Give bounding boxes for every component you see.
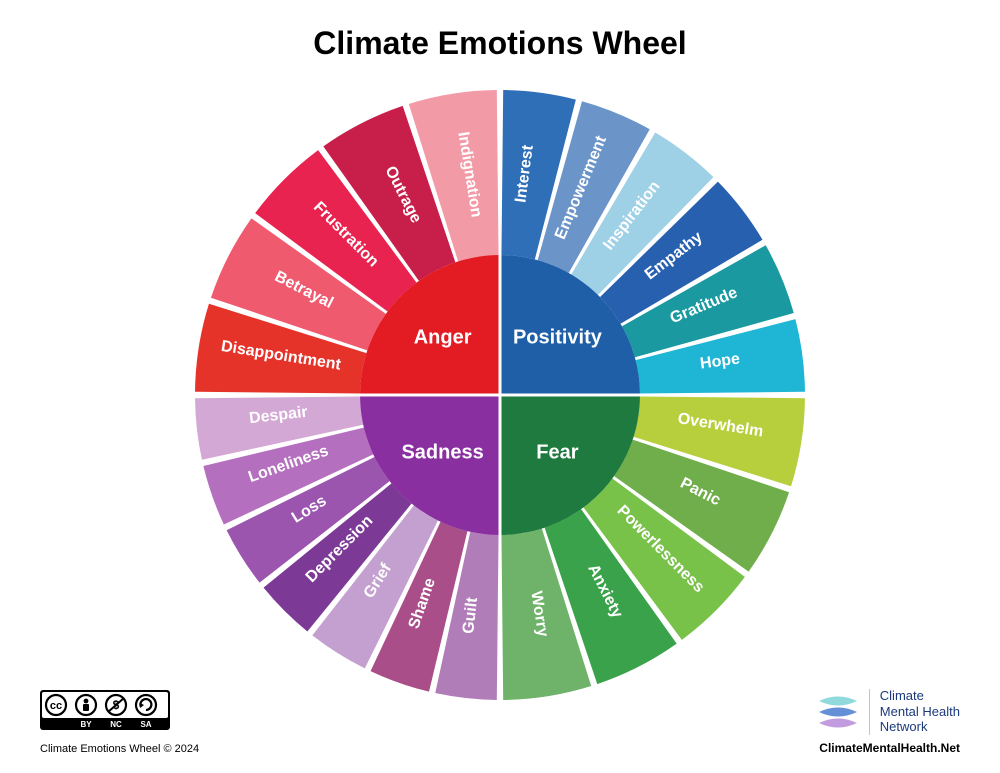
copyright-text: Climate Emotions Wheel © 2024: [40, 743, 199, 755]
org-attribution: Climate Mental Health Network ClimateMen…: [817, 688, 960, 755]
wheel-core-label: Fear: [536, 441, 578, 463]
org-url: ClimateMentalHealth.Net: [817, 741, 960, 755]
svg-text:NC: NC: [110, 720, 122, 729]
page-title: Climate Emotions Wheel: [0, 25, 1000, 62]
org-name-line: Network: [880, 719, 960, 735]
wheel-core-label: Positivity: [513, 327, 603, 349]
org-name-line: Climate: [880, 688, 960, 704]
svg-text:SA: SA: [140, 720, 151, 729]
svg-text:BY: BY: [80, 720, 92, 729]
emotions-wheel: DisappointmentBetrayalFrustrationOutrage…: [185, 80, 815, 710]
cc-license-badge: cc $ BY NC SA: [40, 690, 170, 735]
wheel-core-label: Sadness: [401, 441, 483, 463]
wheel-core-label: Anger: [414, 327, 472, 349]
org-logo-icon: [817, 691, 859, 733]
svg-text:cc: cc: [50, 700, 62, 712]
wheel-core-quadrant: [500, 255, 640, 395]
org-name-line: Mental Health: [880, 704, 960, 720]
